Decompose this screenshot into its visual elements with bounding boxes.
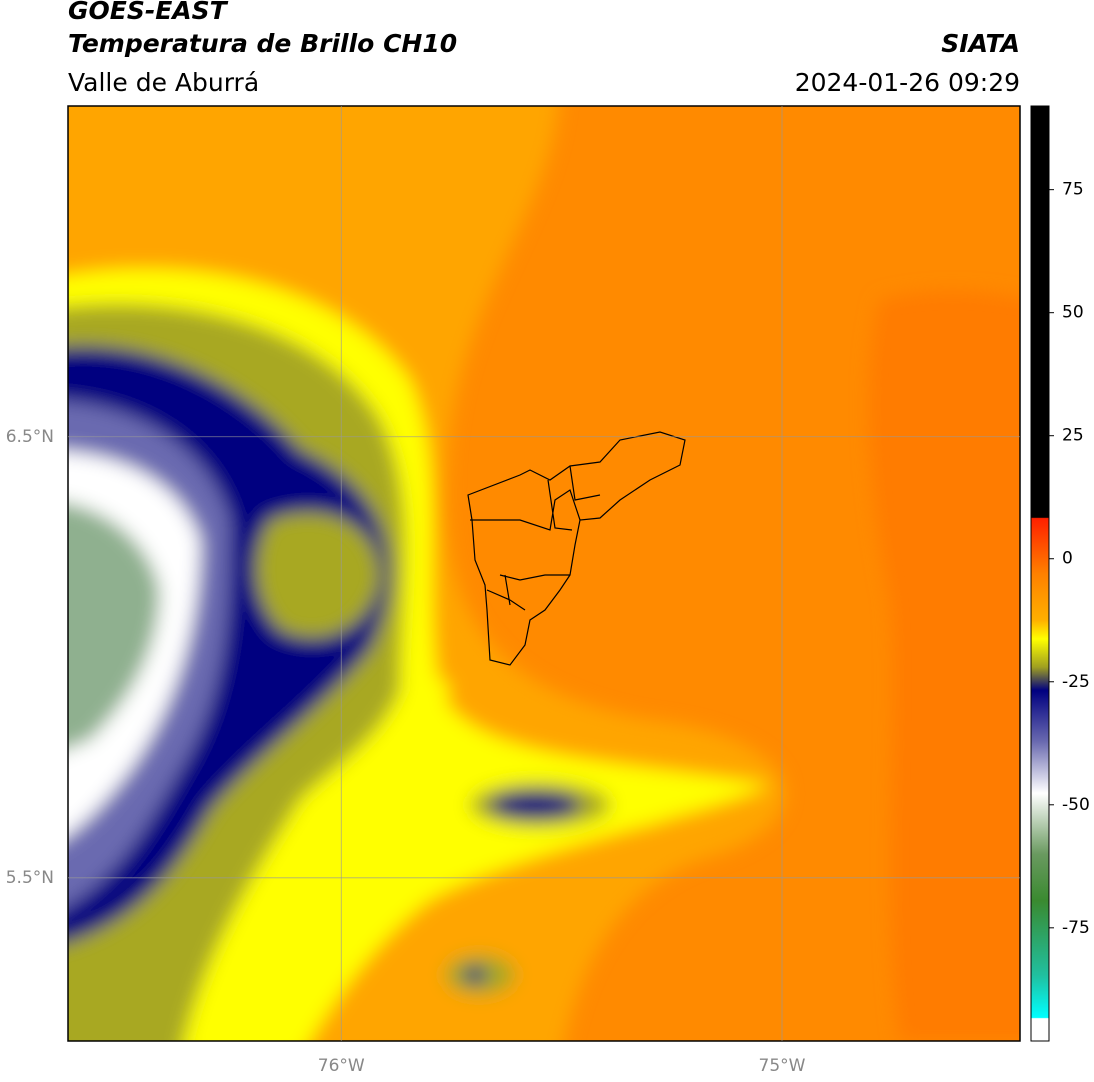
colorbar-tick-label: 0 [1062,549,1073,569]
title-line1: GOES-EAST [68,0,229,25]
map-frame [67,105,1021,1042]
source: SIATA [941,29,1020,58]
y-tick-label: 5.5°N [6,868,54,888]
colorbar-tick-label: 50 [1062,303,1084,323]
satellite-image [68,106,1020,1041]
subtitle: Valle de Aburrá [68,68,259,97]
colorbar-tick-label: -75 [1062,918,1090,938]
title-line2: Temperatura de Brillo CH10 [68,29,457,58]
colorbar-tick-label: -25 [1062,672,1090,692]
colorbar-tick-label: -50 [1062,795,1090,815]
y-tick-label: 6.5°N [6,427,54,447]
colorbar-tick-label: 25 [1062,426,1084,446]
x-tick-label: 75°W [759,1056,806,1076]
colorbar-tick-label: 75 [1062,180,1084,200]
colorbar [1030,105,1050,1042]
x-tick-label: 76°W [318,1056,365,1076]
datetime: 2024-01-26 09:29 [795,68,1020,97]
